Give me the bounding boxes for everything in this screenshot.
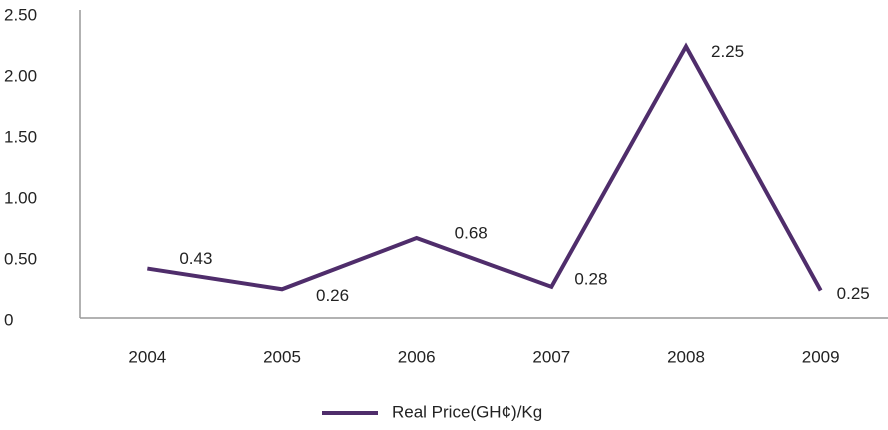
x-tick-label: 2009: [802, 347, 840, 366]
x-tick-label: 2004: [128, 347, 166, 366]
line: [147, 42, 823, 292]
data-label: 0.26: [316, 286, 349, 305]
x-tick-label: 2005: [263, 347, 301, 366]
data-label: 0.43: [179, 249, 212, 268]
y-tick-label: 1.00: [4, 188, 37, 207]
y-tick-label: 0.50: [4, 249, 37, 268]
x-tick-label: 2008: [667, 347, 705, 366]
y-tick-label: 0: [4, 310, 13, 329]
y-tick-label: 2.50: [4, 5, 37, 24]
x-tick-label: 2007: [532, 347, 570, 366]
data-label: 2.25: [711, 42, 744, 61]
data-label: 0.28: [574, 269, 607, 288]
y-tick-label: 2.00: [4, 66, 37, 85]
y-tick-label: 1.50: [4, 127, 37, 146]
data-label: 0.25: [837, 284, 870, 303]
legend-label: Real Price(GH¢)/Kg: [392, 402, 542, 421]
data-label: 0.68: [455, 224, 488, 243]
x-tick-label: 2006: [398, 347, 436, 366]
